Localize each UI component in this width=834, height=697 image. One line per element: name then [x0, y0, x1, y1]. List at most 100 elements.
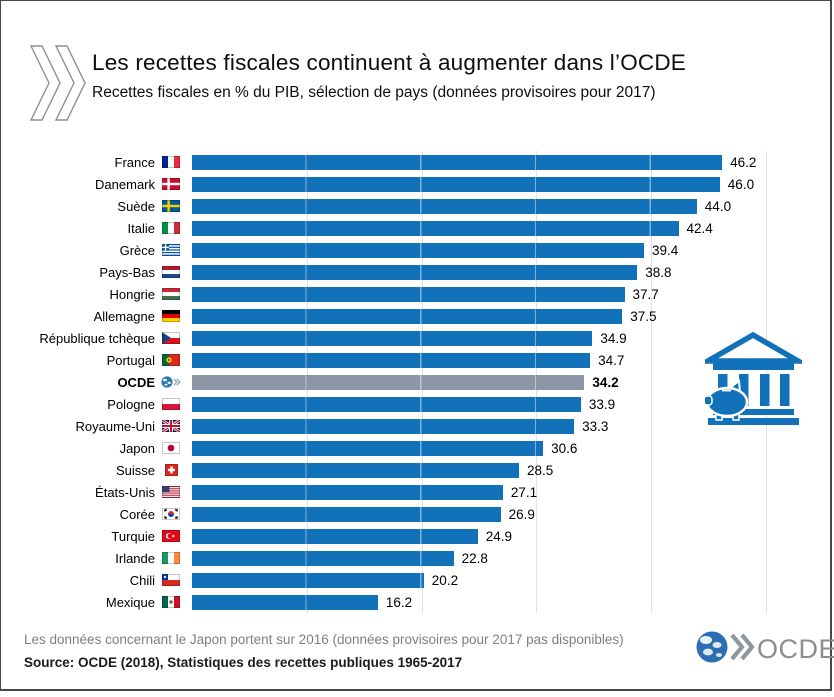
bar — [192, 176, 720, 192]
value-label: 22.8 — [461, 550, 488, 566]
value-label: 46.0 — [727, 176, 755, 192]
bar — [192, 462, 519, 478]
country-label: Danemark — [95, 176, 155, 192]
chart-row: Irlande 22.8 — [18, 547, 834, 569]
country-label: République tchèque — [39, 330, 155, 346]
flag-united-states — [161, 486, 181, 498]
flag-czech-republic — [161, 332, 181, 344]
chart-row: Royaume-Uni 33.3 — [18, 415, 834, 437]
flag-south-korea — [161, 508, 181, 520]
country-label: France — [114, 154, 155, 170]
flag-united-kingdom — [161, 420, 181, 432]
chart-row: Pologne 33.9 — [18, 393, 834, 415]
country-label: Royaume-Uni — [75, 418, 155, 434]
flag-netherlands — [161, 266, 181, 278]
footer-note: Les données concernant le Japon portent … — [24, 632, 624, 647]
value-label: 26.9 — [508, 506, 535, 522]
oecd-double-chevron-icon — [29, 44, 88, 127]
country-label: Pays-Bas — [99, 264, 155, 280]
bar — [192, 418, 575, 434]
value-label: 20.2 — [431, 572, 459, 588]
bar — [192, 330, 593, 346]
value-label: 34.7 — [598, 352, 625, 368]
oecd-globe-logo-icon — [693, 628, 755, 671]
country-label: États-Unis — [95, 484, 155, 500]
chart-row: République tchèque 34.9 — [18, 327, 834, 349]
bar — [192, 594, 378, 610]
value-label: 38.8 — [645, 264, 672, 280]
chart-rows: France 46.2 Danemark 46.0 Suède 44.0 Italie 42.… — [0, 151, 834, 613]
bar — [192, 374, 585, 390]
chart-row: Allemagne 37.5 — [18, 305, 834, 327]
country-label: Chili — [129, 572, 155, 588]
bar — [192, 264, 638, 280]
bar — [192, 440, 544, 456]
oecd-logo: OCDE — [693, 628, 834, 671]
flag-ireland — [161, 552, 181, 564]
flag-poland — [161, 398, 181, 410]
chart-row: Hongrie 37.7 — [18, 283, 834, 305]
chart-row: Chili 20.2 — [18, 569, 834, 591]
bar — [192, 154, 723, 170]
value-label: 37.7 — [632, 286, 659, 302]
flag-chile — [161, 574, 181, 586]
flag-hungary — [161, 288, 181, 300]
country-label: Grèce — [119, 242, 155, 258]
chart-row: Danemark 46.0 — [18, 173, 834, 195]
country-label: Pologne — [107, 396, 155, 412]
chart-row: Italie 42.4 — [18, 217, 834, 239]
chart-row: Turquie 24.9 — [18, 525, 834, 547]
chart-row: Corée 26.9 — [18, 503, 834, 525]
country-label: Turquie — [111, 528, 155, 544]
flag-germany — [161, 310, 181, 322]
chart-row: Suisse 28.5 — [18, 459, 834, 481]
flag-sweden — [161, 200, 181, 212]
country-label: Suède — [117, 198, 155, 214]
flag-switzerland — [161, 464, 181, 476]
country-label: Corée — [119, 506, 155, 522]
value-label: 30.6 — [551, 440, 578, 456]
chart-row: France 46.2 — [18, 151, 834, 173]
country-label: Mexique — [105, 594, 155, 610]
bar — [192, 220, 679, 236]
country-label: Portugal — [106, 352, 155, 368]
page-subtitle: Recettes fiscales en % du PIB, sélection… — [92, 84, 656, 101]
page-title: Les recettes fiscales continuent à augme… — [92, 50, 687, 75]
gridline-40 — [650, 151, 652, 613]
bar — [192, 528, 478, 544]
chart-row: Portugal 34.7 — [18, 349, 834, 371]
flag-turkey — [161, 530, 181, 542]
value-label: 28.5 — [527, 462, 554, 478]
flag-japan — [161, 442, 181, 454]
value-label: 42.4 — [686, 220, 713, 236]
chart-row: Mexique 16.2 — [18, 591, 834, 613]
bar — [192, 572, 424, 588]
chart-row: Pays-Bas 38.8 — [18, 261, 834, 283]
bar — [192, 286, 625, 302]
value-label: 33.9 — [588, 396, 616, 412]
bar — [192, 198, 697, 214]
flag-greece — [161, 244, 181, 256]
value-label: 37.5 — [630, 308, 657, 324]
bar — [192, 506, 501, 522]
value-label: 46.2 — [730, 154, 757, 170]
flag-italy — [161, 222, 181, 234]
country-label: Japon — [119, 440, 155, 456]
country-label: Hongrie — [109, 286, 155, 302]
value-label: 24.9 — [485, 528, 512, 544]
bar — [192, 550, 454, 566]
value-label: 16.2 — [385, 594, 413, 610]
country-label: Italie — [127, 220, 155, 236]
chart-row: Suède 44.0 — [18, 195, 834, 217]
bar — [192, 396, 581, 412]
chart-row: Japon 30.6 — [18, 437, 834, 459]
flag-portugal — [161, 354, 181, 366]
value-label: 34.9 — [600, 330, 627, 346]
value-label: 44.0 — [704, 198, 732, 214]
value-label: 39.4 — [652, 242, 679, 258]
country-label: Irlande — [115, 550, 155, 566]
bank-piggy-bank-icon — [697, 331, 809, 434]
bar — [192, 308, 623, 324]
country-label: Allemagne — [93, 308, 155, 324]
